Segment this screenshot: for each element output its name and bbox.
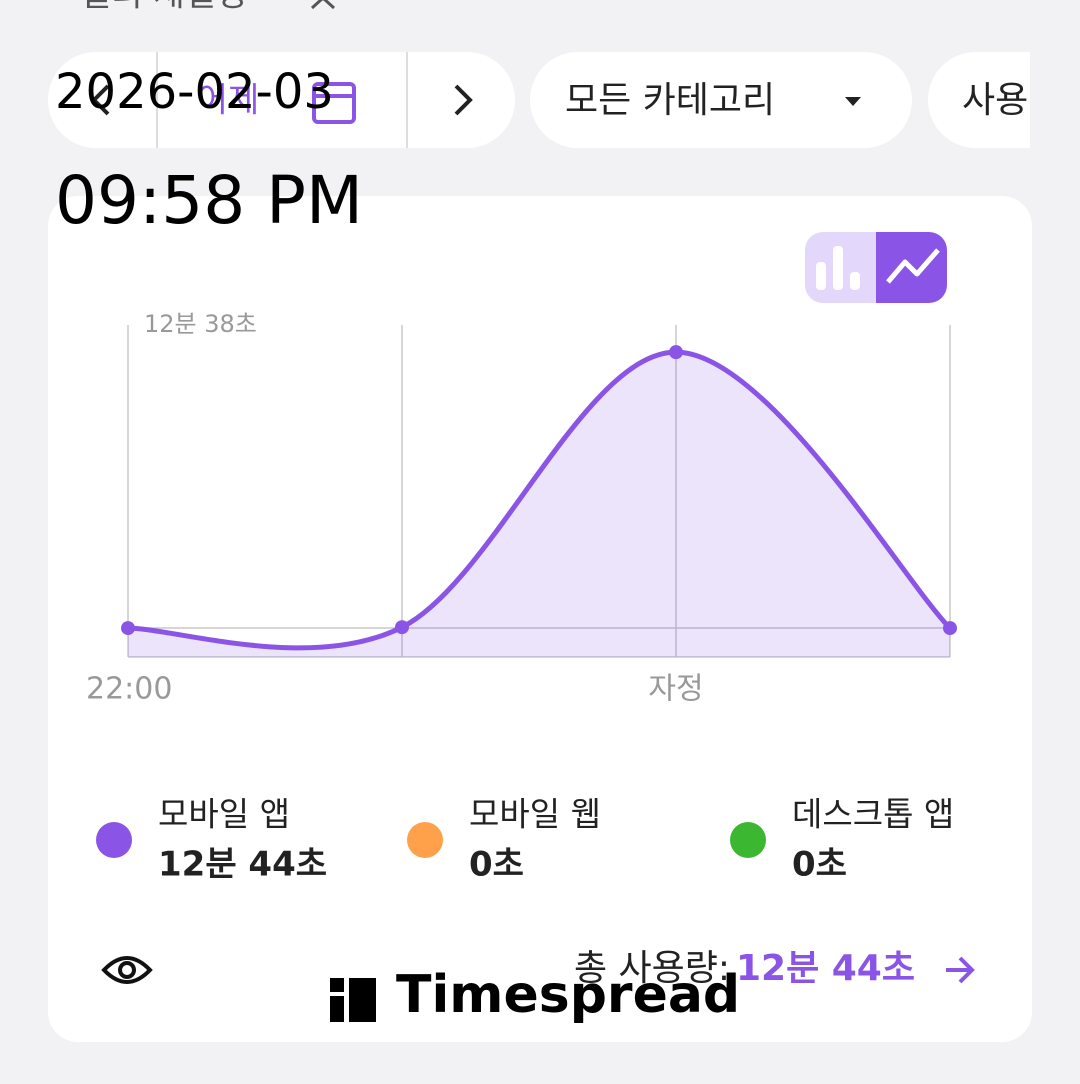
calendar-frame: [312, 82, 356, 124]
bar-icon: [833, 246, 843, 290]
legend: 모바일 앱 12분 44초 모바일 웹 0초 데스크톱 앱 0초: [96, 795, 954, 885]
point: [669, 345, 683, 360]
bar-icon: [850, 272, 860, 290]
eye-icon[interactable]: [101, 956, 153, 984]
total-label: 총 사용량:: [574, 948, 730, 989]
logo-square: [349, 978, 376, 1022]
point: [395, 620, 409, 635]
legend-dot: [730, 822, 766, 858]
legend-dot: [407, 822, 443, 858]
x-tick-label: 자정: [648, 672, 703, 707]
watermark-logo: [330, 978, 376, 1022]
legend-dot: [96, 822, 132, 858]
point: [943, 621, 957, 636]
device-filter[interactable]: 사용: [962, 80, 1028, 121]
legend-name: 데스크톱 앱: [792, 795, 954, 834]
point: [121, 621, 135, 636]
total-value[interactable]: 12분 44초: [736, 948, 915, 989]
legend-name: 모바일 웹: [469, 795, 601, 834]
watermark: Timespread: [396, 965, 740, 1025]
category-pill[interactable]: [530, 52, 912, 148]
card: [48, 196, 1032, 1042]
next-button[interactable]: [454, 84, 473, 116]
legend-total: 12분 44초: [158, 845, 327, 885]
bar-icon: [816, 262, 826, 290]
legend-name: 모바일 앱: [158, 795, 290, 834]
legend-total: 0초: [469, 845, 524, 885]
date-pill: [48, 52, 515, 148]
y-tick-label: 12분 38초: [144, 310, 257, 338]
overlay-date: 2026-02-03: [55, 64, 334, 120]
chart: 12분 38초 22:00 자정: [86, 310, 957, 707]
eye-outline: [101, 956, 153, 984]
overlay-time: 09:58 PM: [55, 162, 363, 239]
logo-square: [330, 996, 344, 1022]
line: [127, 349, 952, 651]
device-pill[interactable]: [928, 52, 1080, 148]
calendar-icon[interactable]: [312, 82, 356, 124]
filter-reset[interactable]: 필터 재설정: [80, 0, 247, 15]
legend-total: 0초: [792, 845, 847, 885]
eye-pupil: [118, 961, 136, 979]
x-tick-label: 22:00: [86, 672, 172, 707]
close-icon[interactable]: [310, 0, 336, 10]
date-label[interactable]: 어제: [197, 81, 260, 121]
chart-toggle: [805, 232, 947, 303]
dropdown-icon: [845, 97, 861, 106]
logo-square: [330, 978, 344, 992]
area: [128, 352, 950, 657]
prev-button[interactable]: [91, 84, 110, 116]
category-filter[interactable]: 모든 카테고리: [565, 80, 775, 121]
line-icon: [886, 248, 940, 284]
arrow-icon[interactable]: [946, 956, 975, 984]
device-pill-group: 사용: [928, 52, 1080, 148]
